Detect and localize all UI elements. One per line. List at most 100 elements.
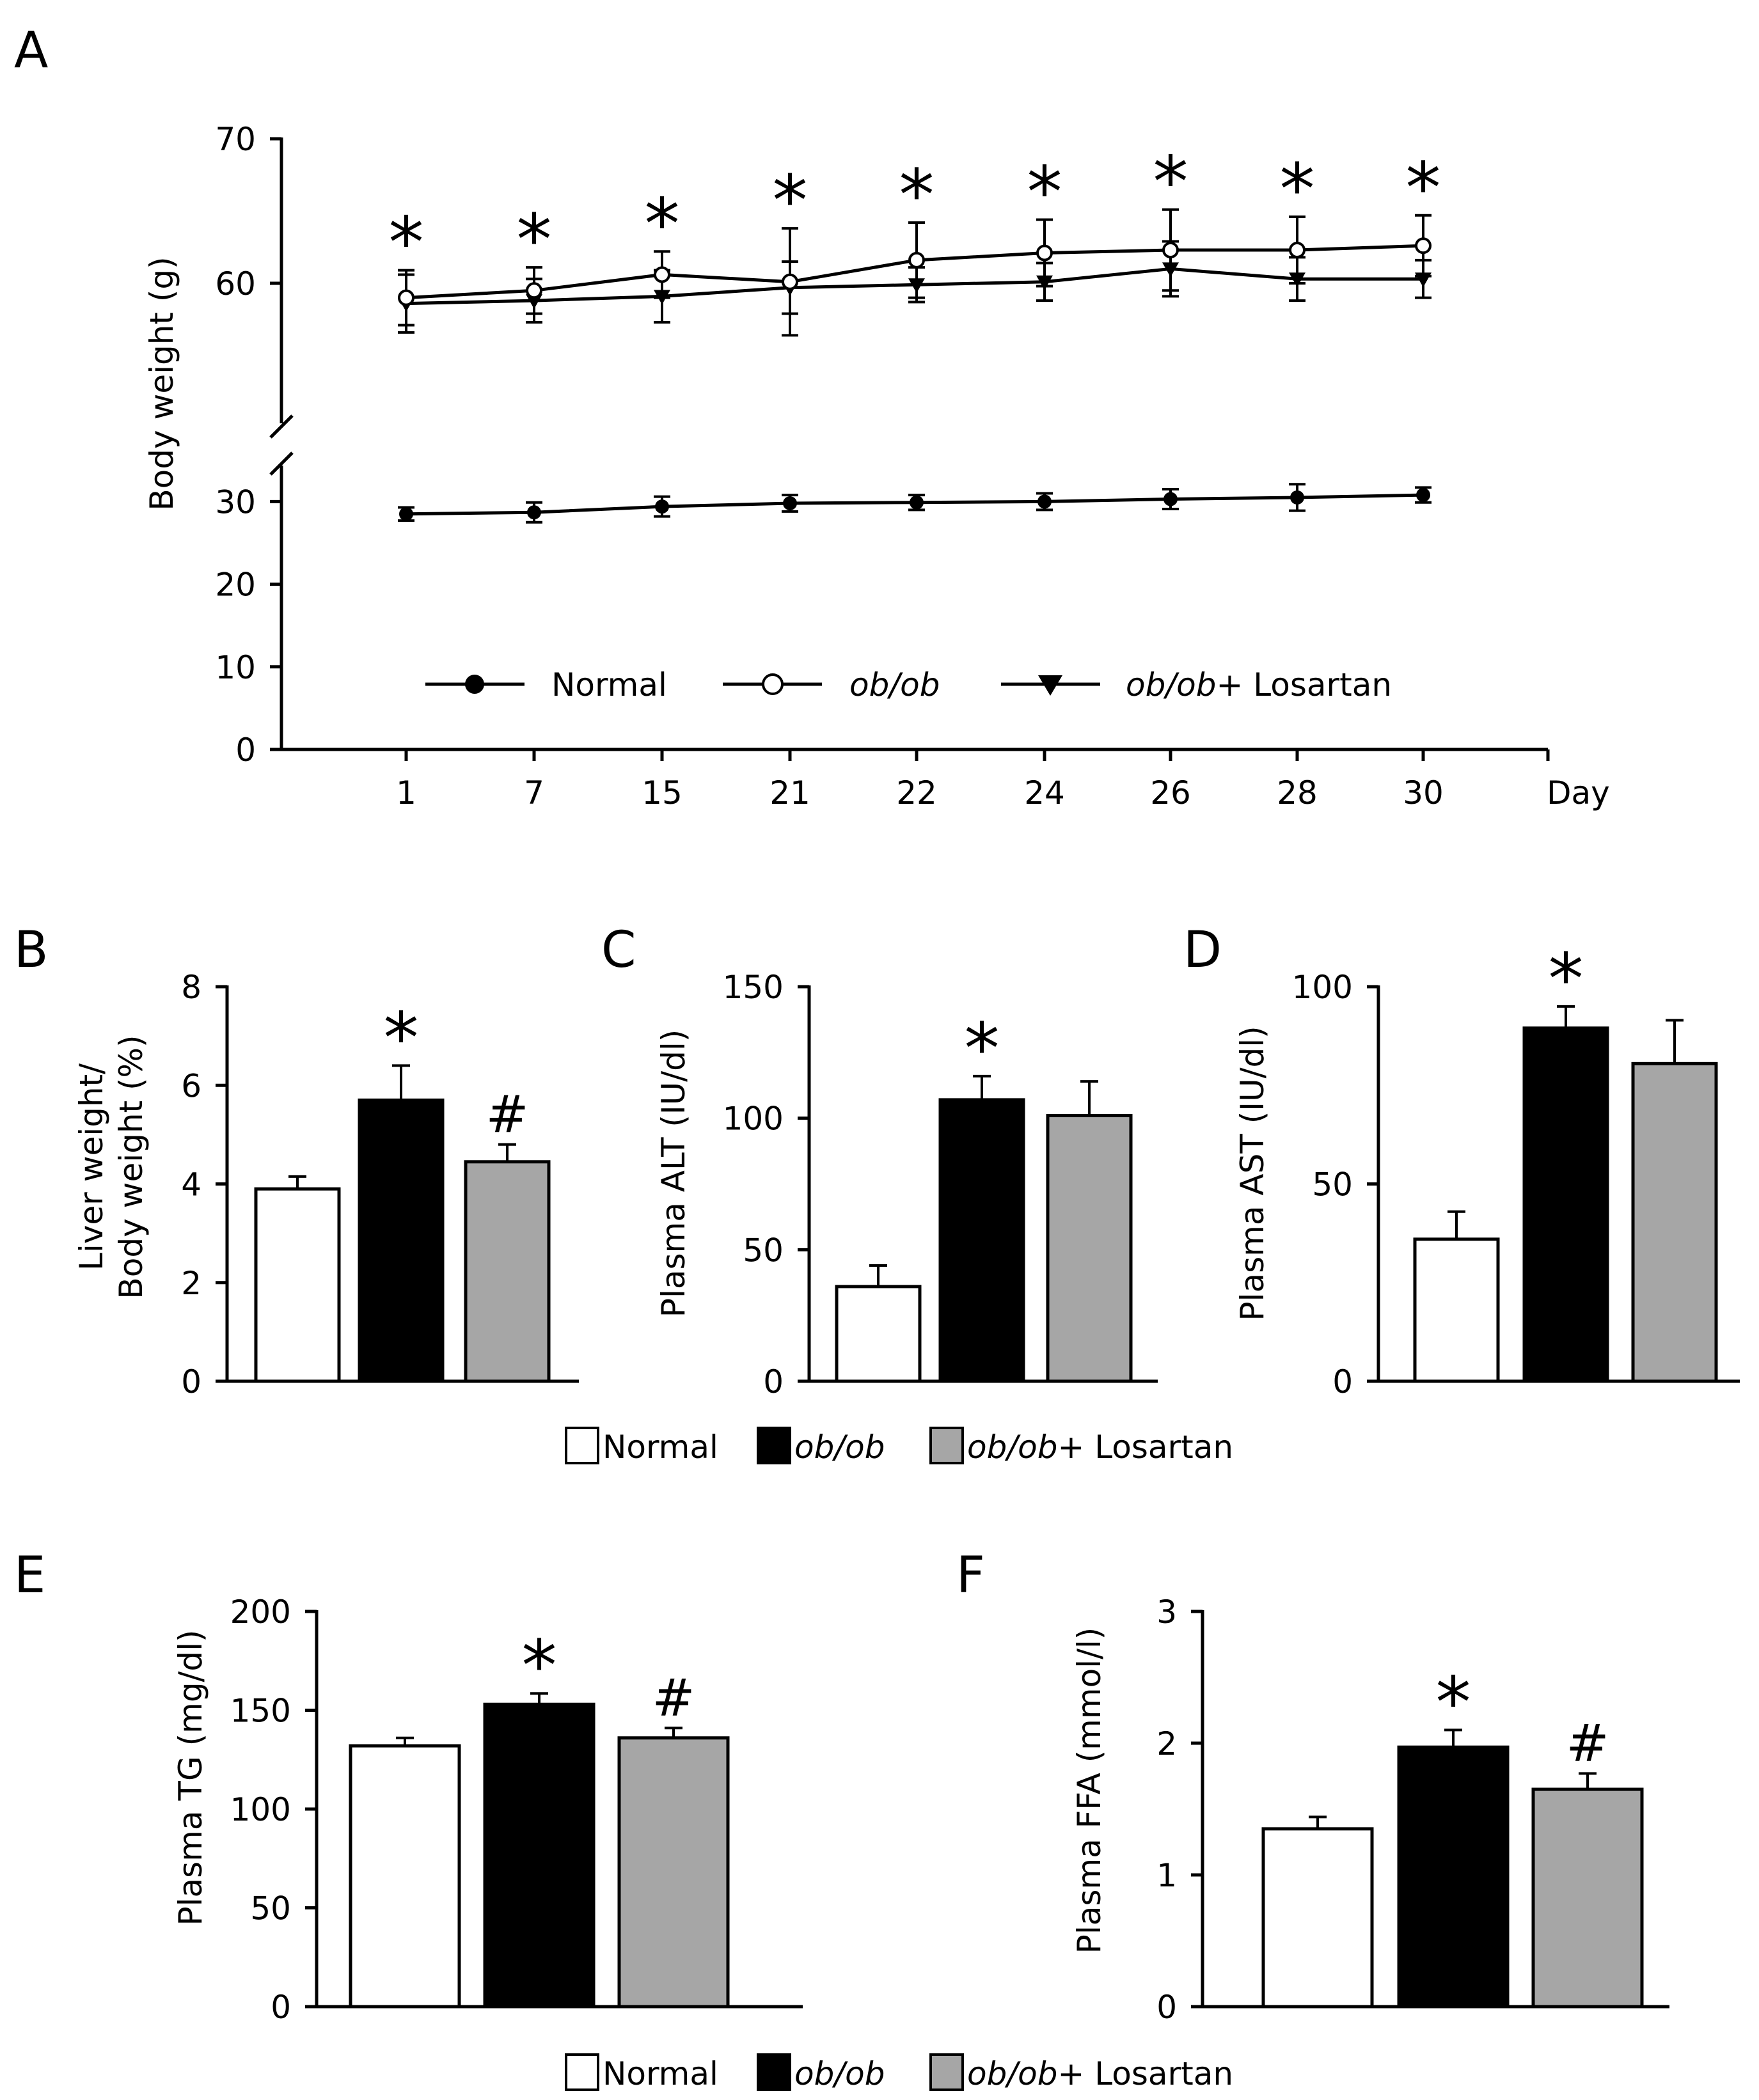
bar-legend-swatch-normal (565, 2053, 599, 2091)
bar-legend-label-obob: ob/ob (794, 2055, 885, 2092)
data-point-losartan (1415, 272, 1432, 288)
x-tick-label: 15 (642, 774, 682, 811)
data-point-obob (654, 266, 670, 283)
y-axis-label-a: Body weight (g) (143, 256, 180, 510)
data-point-normal (527, 505, 541, 520)
legend-label-losartan-italic: ob/ob (1126, 666, 1217, 703)
data-point-obob (782, 273, 798, 290)
significance-star: * (522, 1625, 557, 1707)
data-point-normal (1416, 488, 1430, 503)
significance-star: * (773, 160, 808, 242)
bar-legend-bottom: Normal ob/ob ob/ob+ Losartan (565, 2053, 1233, 2092)
x-tick-label: 30 (1403, 774, 1444, 811)
x-tick-label: 26 (1150, 774, 1191, 811)
data-point-obob (1162, 242, 1179, 259)
significance-star: * (1406, 147, 1441, 229)
data-point-obob (1415, 237, 1432, 255)
bar-chart-f: 0 1 2 3 * # (1156, 1594, 1669, 2026)
data-point-normal (1037, 494, 1052, 509)
bar-chart-d: 0 50 100 * (1292, 938, 1740, 1400)
y-axis-label-d: Plasma AST (IU/dl) (1234, 1026, 1271, 1320)
bar-obob (1522, 1026, 1609, 1383)
bar-obob (483, 1702, 596, 2009)
panel-b: B Liver weight/ Body weight (%) (14, 921, 150, 1299)
bar-legend-top: Normal ob/ob ob/ob+ Losartan (565, 1427, 1233, 1466)
legend-label-obob: ob/ob (849, 666, 940, 703)
bar-legend-swatch-obob (757, 1427, 791, 1464)
y-tick-label: 8 (181, 969, 201, 1006)
legend-label-normal: Normal (551, 666, 667, 703)
bar-normal (349, 1744, 461, 2009)
y-axis-label-b-line1: Liver weight/ (73, 1063, 110, 1271)
y-tick-label: 6 (181, 1067, 201, 1104)
bar-legend-swatch-losartan (929, 1427, 964, 1464)
significance-hash: # (485, 1085, 528, 1144)
data-point-losartan (526, 294, 542, 310)
legend-label-losartan: ob/ob+ Losartan (1126, 666, 1392, 703)
x-tick-label: 1 (396, 774, 416, 811)
bar-legend-label-losartan: ob/ob+ Losartan (967, 1429, 1233, 1466)
bar-legend-swatch-normal (565, 1427, 599, 1464)
bar-normal (1261, 1827, 1374, 2009)
x-axis-label-a: Day (1547, 774, 1610, 811)
bar-losartan (617, 1736, 730, 2009)
y-tick-label: 0 (271, 1989, 291, 2026)
y-tick-label: 200 (230, 1594, 291, 1631)
y-tick-label: 0 (1332, 1363, 1353, 1400)
line-chart-a: 0 10 20 30 60 70 1 7 15 21 22 24 26 28 30 * * * * * * * * * (215, 121, 1550, 811)
y-tick-label: 150 (723, 969, 784, 1006)
panel-a: A Body weight (g) Day Normal ob/ob ob/ob… (14, 22, 1610, 811)
bar-legend-label-losartan-italic: ob/ob (967, 1429, 1058, 1466)
significance-star: * (899, 154, 935, 236)
y-tick-label: 4 (181, 1166, 201, 1203)
bar-legend-swatch-obob (757, 2053, 791, 2091)
bar-legend-swatch-losartan (929, 2053, 964, 2091)
bar-normal (1413, 1237, 1500, 1383)
data-point-normal (655, 499, 669, 514)
data-point-normal (1290, 490, 1304, 505)
data-point-losartan (1036, 275, 1053, 290)
legend-marker-normal (465, 675, 484, 694)
x-tick-label: 24 (1024, 774, 1065, 811)
data-point-obob (908, 251, 925, 269)
data-point-obob (526, 282, 542, 299)
y-tick-label: 100 (230, 1791, 291, 1828)
bar-legend-label-losartan: ob/ob+ Losartan (967, 2055, 1233, 2092)
bar-obob (358, 1098, 445, 1383)
bar-losartan (1046, 1114, 1133, 1383)
data-point-obob (1289, 242, 1305, 259)
y-tick-label: 0 (235, 732, 256, 769)
legend-label-losartan-rest: + Losartan (1217, 666, 1392, 703)
data-point-losartan (1162, 262, 1179, 278)
data-point-losartan (654, 290, 670, 305)
legend-marker-losartan (1038, 675, 1062, 696)
y-axis-label-e: Plasma TG (mg/dl) (172, 1629, 209, 1925)
axis-break-mark (269, 414, 294, 439)
data-point-obob (1036, 244, 1053, 262)
data-point-normal (910, 495, 924, 510)
bar-obob (1397, 1745, 1510, 2009)
data-point-normal (783, 496, 797, 510)
panel-e: E Plasma TG (mg/dl) (14, 1547, 209, 1926)
bar-losartan (1531, 1787, 1644, 2009)
bar-legend-label-obob: ob/ob (794, 1429, 885, 1466)
bar-chart-c: 0 50 100 150 * (723, 969, 1158, 1400)
significance-star: * (965, 1008, 1000, 1090)
panel-label-b: B (14, 921, 49, 979)
bar-normal (254, 1187, 341, 1383)
significance-star: * (1280, 148, 1315, 230)
y-tick-label: 3 (1156, 1594, 1177, 1631)
y-tick-label: 30 (215, 483, 256, 521)
y-tick-label: 70 (215, 121, 256, 158)
y-tick-label: 0 (181, 1363, 201, 1400)
significance-star: * (1549, 938, 1584, 1020)
bar-losartan (1631, 1062, 1718, 1383)
y-tick-label: 150 (230, 1693, 291, 1730)
y-tick-label: 1 (1156, 1857, 1177, 1894)
y-axis-label-b-line2: Body weight (%) (113, 1035, 150, 1299)
y-axis-label-c: Plasma ALT (IU/dl) (655, 1030, 692, 1317)
significance-star: * (384, 997, 419, 1079)
y-axis-label-f: Plasma FFA (mmol/l) (1071, 1627, 1108, 1954)
